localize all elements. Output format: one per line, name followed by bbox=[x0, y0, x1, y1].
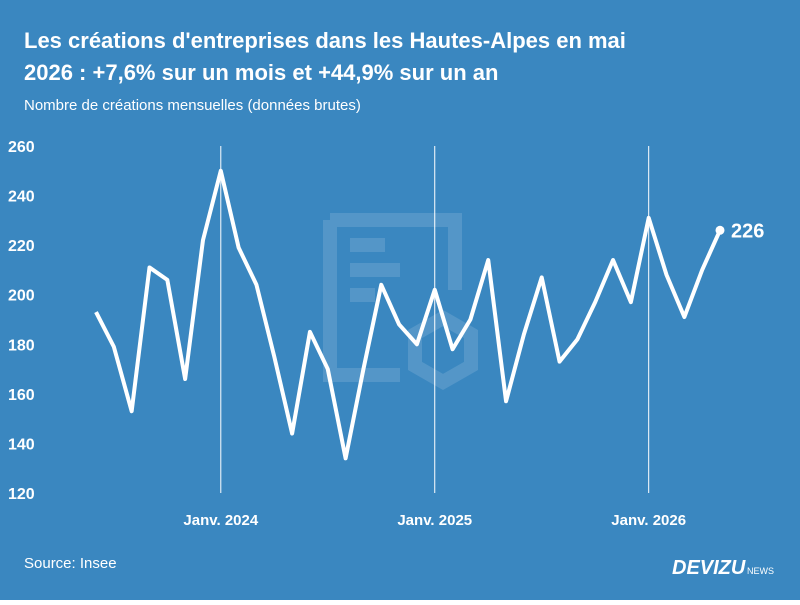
source: Source: Insee bbox=[24, 555, 117, 572]
y-tick-label: 180 bbox=[8, 337, 35, 354]
end-point bbox=[715, 225, 725, 235]
y-tick-label: 240 bbox=[8, 189, 35, 206]
y-tick-label: 160 bbox=[8, 387, 35, 404]
brand-suffix: NEWS bbox=[747, 566, 774, 576]
y-tick-label: 260 bbox=[8, 139, 35, 156]
end-label: 226 bbox=[731, 220, 764, 242]
y-tick-label: 220 bbox=[8, 238, 35, 255]
x-tick-label: Janv. 2025 bbox=[397, 512, 472, 529]
chart-title: 2026 : +7,6% sur un mois et +44,9% sur u… bbox=[24, 60, 498, 85]
x-tick-label: Janv. 2026 bbox=[611, 512, 686, 529]
x-tick-label: Janv. 2024 bbox=[183, 512, 258, 529]
y-tick-label: 140 bbox=[8, 436, 35, 453]
data-line bbox=[94, 168, 722, 461]
brand: DEVIZU bbox=[672, 557, 746, 579]
y-tick-label: 200 bbox=[8, 288, 35, 305]
y-tick-label: 120 bbox=[8, 486, 35, 503]
chart-title: Les créations d'entreprises dans les Hau… bbox=[24, 28, 626, 53]
chart-subtitle: Nombre de créations mensuelles (données … bbox=[24, 97, 361, 114]
